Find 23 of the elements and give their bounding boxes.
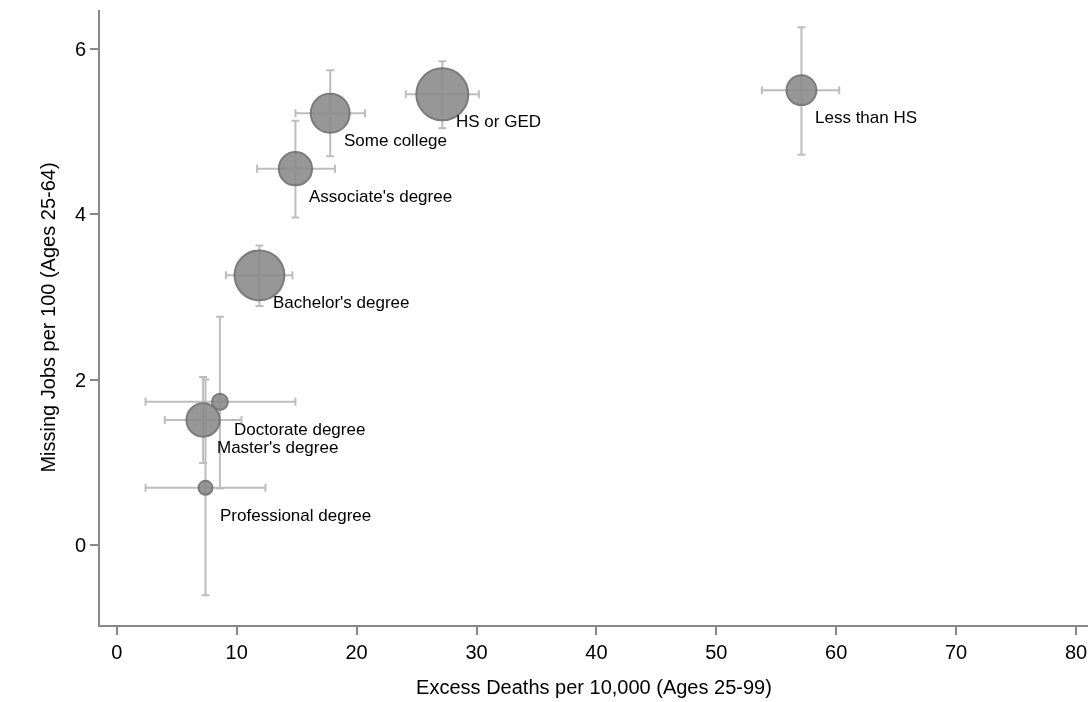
annotation: Doctorate degree [234,420,366,439]
y-tick-label: 2 [74,368,86,391]
x-tick-label: 0 [111,641,123,663]
x-tick-label: 80 [1064,641,1088,663]
annotation: Professional degree [220,506,372,525]
x-tick-label: 40 [585,641,608,663]
annotation: Some college [344,131,448,150]
x-tick-label: 70 [944,641,968,663]
x-tick-label: 60 [825,641,848,663]
annotation: HS or GED [456,112,542,131]
y-tick-label: 4 [74,203,86,226]
x-tick-label: 50 [705,641,728,663]
annotation: Less than HS [815,108,918,127]
x-tick-label: 20 [345,641,368,663]
annotation: Bachelor's degree [273,293,410,312]
x-tick-label: 30 [465,641,488,663]
annotation: Master's degree [217,438,339,457]
x-axis-title: Excess Deaths per 10,000 (Ages 25-99) [416,676,772,698]
annotation: Associate's degree [309,187,453,206]
x-tick-label: 10 [225,641,248,663]
y-tick-label: 0 [74,533,86,556]
y-axis-title: Missing Jobs per 100 (Ages 25-64) [36,162,59,473]
y-tick-label: 6 [74,37,86,60]
